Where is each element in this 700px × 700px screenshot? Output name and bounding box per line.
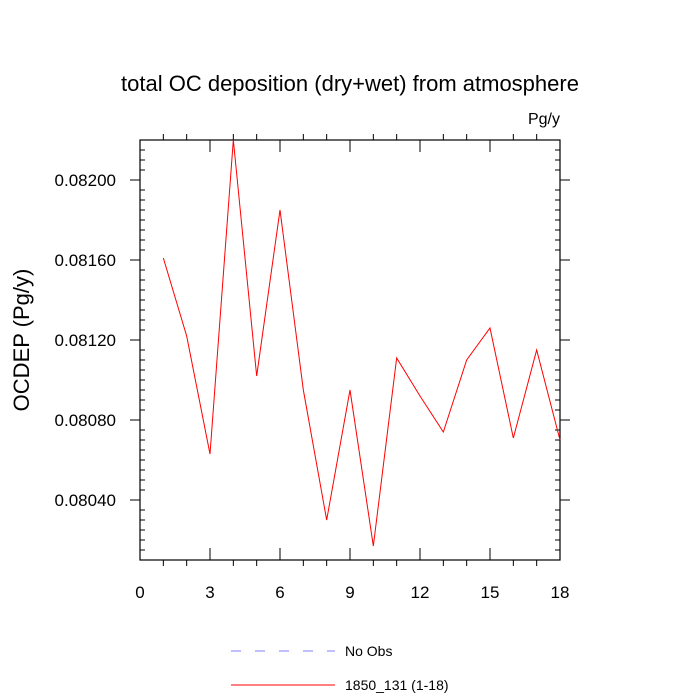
x-tick-label: 9 <box>345 583 354 602</box>
chart-title: total OC deposition (dry+wet) from atmos… <box>121 71 579 96</box>
series-layer <box>162 139 561 547</box>
axis-tick-labels: 0 3 6 9 12 15 18 0.08040 0.08080 0.08120 0.08160 0.… <box>55 171 570 602</box>
x-tick-label: 6 <box>275 583 284 602</box>
y-tick-label: 0.08040 <box>55 491 116 510</box>
y-tick-label: 0.08080 <box>55 411 116 430</box>
y-axis-label: OCDEP (Pg/y) <box>9 269 34 412</box>
x-tick-label: 3 <box>205 583 214 602</box>
y-tick-label: 0.08200 <box>55 171 116 190</box>
x-tick-label: 12 <box>411 583 430 602</box>
units-label: Pg/y <box>528 111 560 128</box>
y-tick-label: 0.08160 <box>55 251 116 270</box>
y-tick-label: 0.08120 <box>55 331 116 350</box>
plot-frame <box>139 139 561 561</box>
x-tick-label: 18 <box>551 583 570 602</box>
x-tick-label: 15 <box>481 583 500 602</box>
axis-ticks <box>130 134 570 566</box>
legend-label: 1850_131 (1-18) <box>345 677 449 693</box>
x-tick-label: 0 <box>135 583 144 602</box>
series-line <box>162 139 561 547</box>
legend-label: No Obs <box>345 643 392 659</box>
legend: No Obs 1850_131 (1-18) <box>231 643 449 693</box>
